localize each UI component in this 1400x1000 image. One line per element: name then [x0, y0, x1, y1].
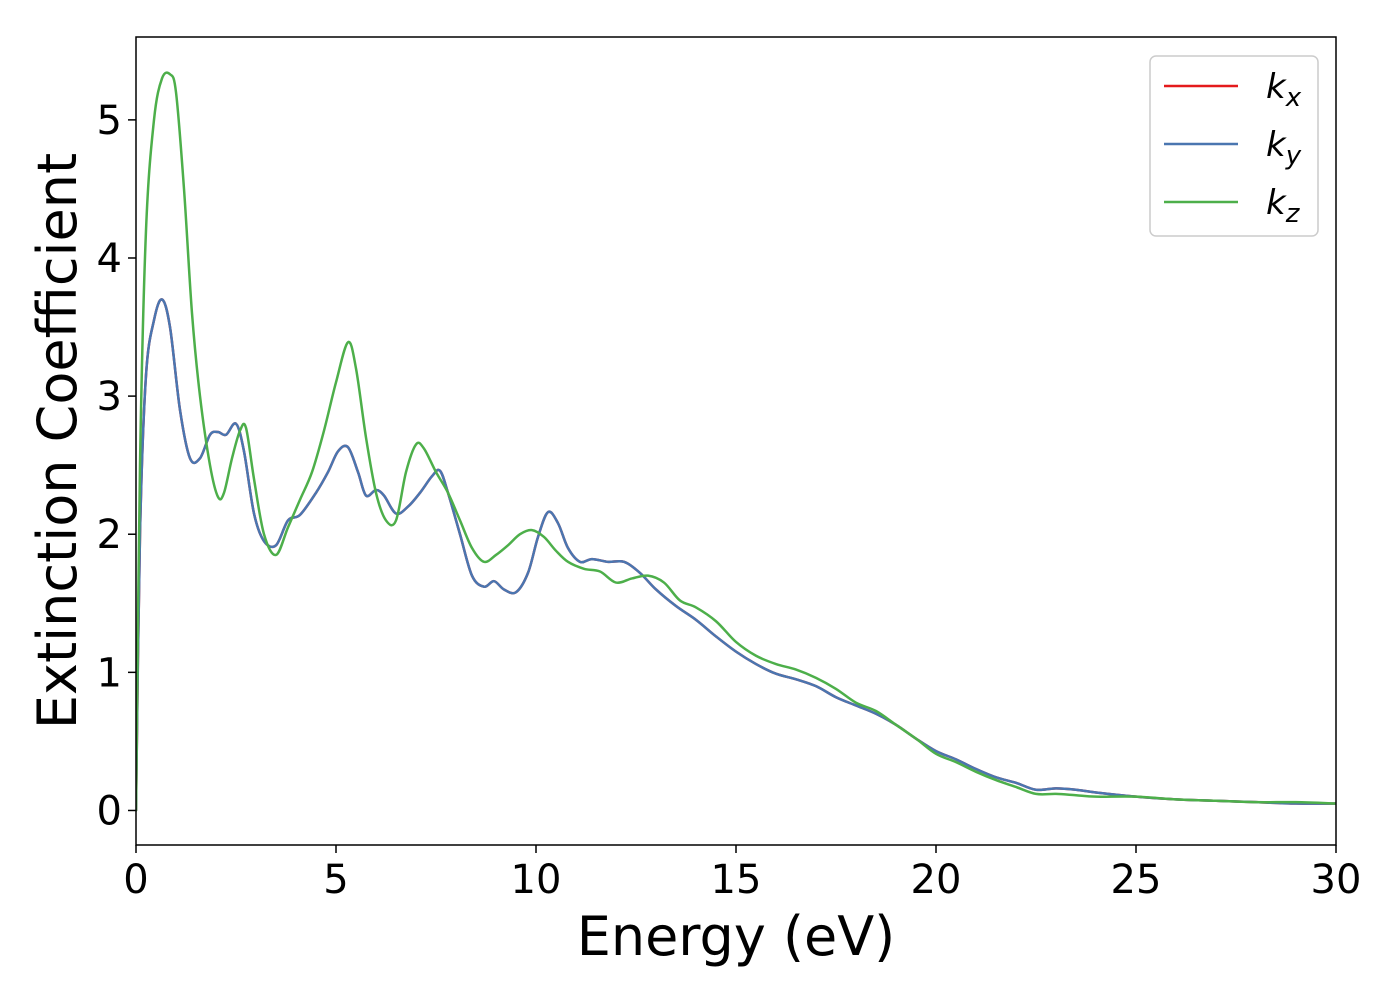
legend-label-ky: ky [1266, 125, 1302, 171]
y-tick-label: 2 [97, 512, 122, 558]
x-axis-label: Energy (eV) [577, 905, 896, 968]
x-tick-label: 5 [323, 857, 348, 903]
legend: kx ky kz [1149, 55, 1319, 237]
legend-entries: kx ky kz [1164, 67, 1302, 229]
legend-label-kx: kx [1266, 67, 1302, 113]
plot-series [136, 71, 1336, 812]
legend-label-kz: kz [1266, 183, 1301, 229]
legend-frame [1149, 55, 1319, 237]
x-axis-ticks: 0 5 10 15 20 25 30 [123, 845, 1361, 903]
x-tick-label: 0 [123, 857, 148, 903]
x-tick-label: 25 [1111, 857, 1162, 903]
y-tick-label: 4 [97, 236, 122, 282]
series-line-ky [136, 298, 1336, 812]
x-tick-label: 20 [911, 857, 962, 903]
x-tick-label: 10 [511, 857, 562, 903]
y-axis-label: Extinction Coefficient [26, 153, 89, 729]
y-axis-ticks: 0 1 2 3 4 5 [97, 98, 136, 834]
y-tick-label: 5 [97, 98, 122, 144]
x-tick-label: 15 [711, 857, 762, 903]
y-tick-label: 0 [97, 788, 122, 834]
y-tick-label: 3 [97, 374, 122, 420]
x-tick-label: 30 [1311, 857, 1362, 903]
y-tick-label: 1 [97, 650, 122, 696]
series-line-kz [136, 71, 1336, 812]
series-line-kx [136, 298, 1336, 812]
